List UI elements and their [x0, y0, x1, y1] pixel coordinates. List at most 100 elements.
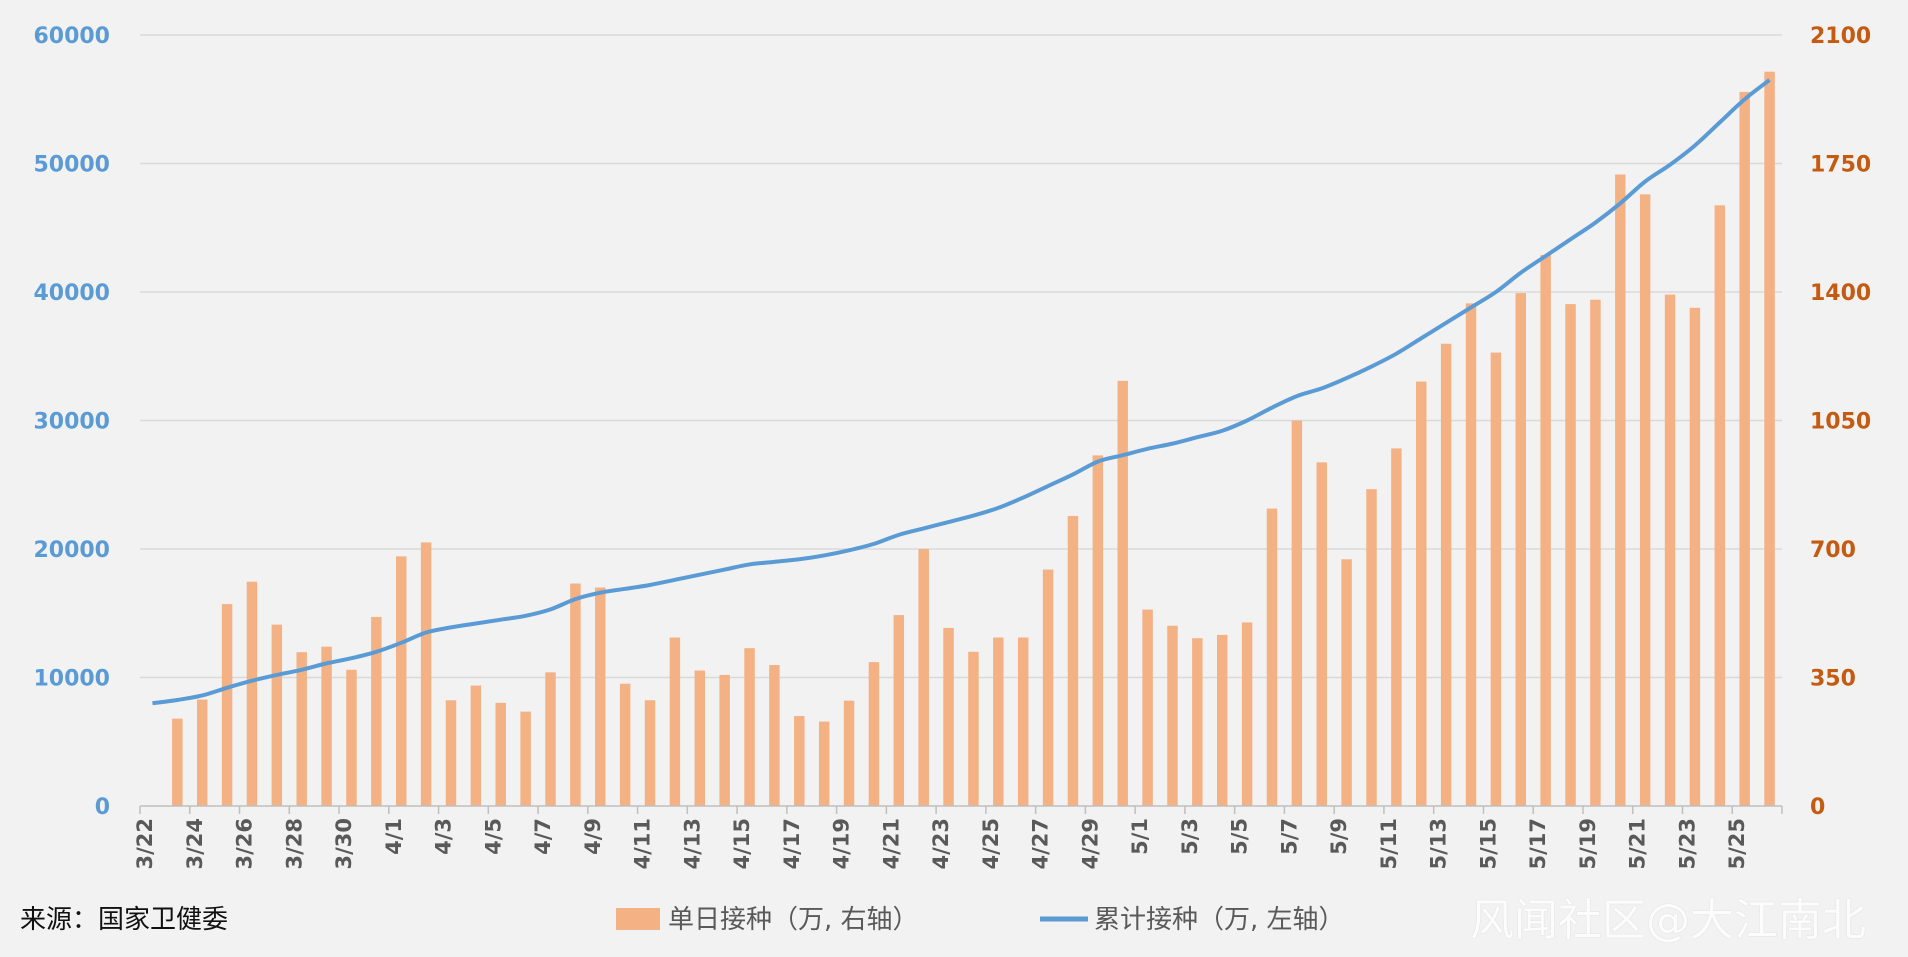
- bar-5/1: [1142, 609, 1153, 806]
- bar-4/30: [1117, 380, 1128, 806]
- bar-3/27: [271, 624, 283, 806]
- x-tick-label: 4/15: [730, 818, 754, 870]
- bar-4/18: [818, 721, 830, 806]
- bar-4/12: [669, 637, 681, 806]
- bar-4/7: [545, 672, 556, 806]
- bar-4/25: [993, 637, 1004, 806]
- bar-4/16: [769, 665, 780, 806]
- bar-3/26: [246, 581, 258, 806]
- x-tick-label: 4/21: [879, 818, 903, 870]
- x-tick-label: 4/7: [531, 818, 555, 855]
- cumulative-line: [152, 78, 1771, 706]
- x-tick-label: 4/13: [680, 818, 704, 870]
- x-tick-label: 4/9: [581, 818, 605, 855]
- bar-3/28: [296, 652, 307, 806]
- bar-4/17: [794, 716, 805, 806]
- left-tick-label: 60000: [33, 24, 110, 49]
- bar-4/8: [570, 583, 581, 806]
- left-axis-ticks: 0 10000 20000 30000 40000 50000 60000: [33, 24, 110, 820]
- bar-5/3: [1192, 638, 1203, 806]
- x-tick-label: 4/27: [1029, 818, 1053, 870]
- bar-5/6: [1266, 508, 1278, 806]
- x-tick-label: 3/28: [282, 818, 306, 870]
- bar-5/18: [1565, 304, 1576, 806]
- grid-lines: [140, 34, 1782, 679]
- left-tick-label: 20000: [33, 538, 110, 563]
- right-tick-label: 350: [1810, 667, 1856, 692]
- legend-bar-swatch: [616, 908, 660, 930]
- bar-5/4: [1217, 634, 1228, 806]
- x-tick-label: 5/5: [1228, 818, 1252, 855]
- bar-4/28: [1067, 515, 1079, 806]
- bar-3/29: [321, 646, 332, 806]
- bar-series: [172, 71, 1775, 807]
- bar-3/24: [196, 699, 208, 806]
- source-label: 来源：国家卫健委: [20, 905, 229, 935]
- bar-4/3: [445, 700, 457, 806]
- right-tick-label: 700: [1810, 538, 1856, 563]
- x-tick-label: 5/15: [1476, 818, 1500, 870]
- bar-5/16: [1515, 293, 1526, 806]
- bar-4/26: [1017, 637, 1029, 806]
- watermark: 风闻社区@大江南北: [1470, 895, 1866, 946]
- bar-4/11: [644, 700, 656, 806]
- x-tick-label: 4/25: [979, 818, 1003, 870]
- x-tick-label: 4/5: [481, 818, 505, 855]
- x-tick-label: 4/29: [1078, 818, 1102, 870]
- right-tick-label: 1050: [1810, 410, 1871, 435]
- bar-4/1: [396, 556, 407, 806]
- bar-4/15: [744, 648, 755, 806]
- bar-4/9: [595, 587, 606, 806]
- axes: [139, 805, 1783, 814]
- line-series: [152, 78, 1771, 706]
- bar-5/14: [1465, 303, 1477, 806]
- legend-bar-label: 单日接种（万, 右轴）: [668, 905, 919, 935]
- bar-4/20: [868, 662, 880, 806]
- bar-5/10: [1366, 489, 1377, 806]
- left-tick-label: 40000: [33, 281, 110, 306]
- bar-5/13: [1440, 343, 1452, 806]
- left-tick-label: 0: [95, 795, 110, 820]
- bar-4/6: [520, 711, 531, 806]
- bar-5/11: [1391, 448, 1402, 806]
- bar-4/21: [893, 615, 905, 806]
- x-tick-label: 5/7: [1277, 818, 1301, 855]
- bar-4/19: [843, 700, 855, 806]
- bar-3/30: [346, 669, 357, 806]
- bar-5/2: [1167, 625, 1178, 806]
- x-tick-label: 4/11: [631, 818, 655, 870]
- bar-5/17: [1540, 254, 1551, 806]
- x-tick-label: 3/30: [332, 818, 356, 870]
- x-tick-label: 5/13: [1427, 818, 1451, 870]
- right-tick-label: 2100: [1810, 24, 1871, 49]
- bar-4/4: [470, 685, 482, 806]
- legend-symbols: [616, 908, 1088, 930]
- x-tick-label: 5/1: [1128, 818, 1152, 855]
- bar-5/7: [1291, 420, 1303, 806]
- bar-4/10: [619, 683, 631, 806]
- x-tick-label: 5/25: [1725, 818, 1749, 870]
- bar-5/26: [1764, 71, 1775, 806]
- x-axis-ticks: 3/22 3/24 3/26 3/28 3/30 4/1 4/3 4/5 4/7 4/9 4/11 4…: [133, 818, 1749, 870]
- right-axis-ticks: 0 350 700 1050 1400 1750 2100: [1810, 24, 1871, 820]
- legend-line-label: 累计接种（万, 左轴）: [1094, 905, 1345, 935]
- x-tick-label: 4/3: [432, 818, 456, 855]
- bar-5/8: [1316, 462, 1327, 806]
- bar-4/24: [968, 651, 979, 806]
- bar-4/27: [1042, 569, 1054, 806]
- x-tick-label: 5/19: [1576, 818, 1600, 870]
- left-tick-label: 30000: [33, 410, 110, 435]
- bar-5/12: [1416, 381, 1427, 806]
- left-tick-label: 50000: [33, 153, 110, 178]
- x-tick-label: 3/22: [133, 818, 157, 870]
- x-tick-label: 4/23: [929, 818, 953, 870]
- bar-5/19: [1590, 299, 1601, 806]
- x-tick-label: 5/21: [1626, 818, 1650, 870]
- bar-4/14: [719, 674, 730, 806]
- right-tick-label: 1750: [1810, 153, 1871, 178]
- bar-5/15: [1490, 352, 1502, 806]
- x-tick-label: 5/3: [1178, 818, 1202, 855]
- bar-3/31: [371, 616, 382, 806]
